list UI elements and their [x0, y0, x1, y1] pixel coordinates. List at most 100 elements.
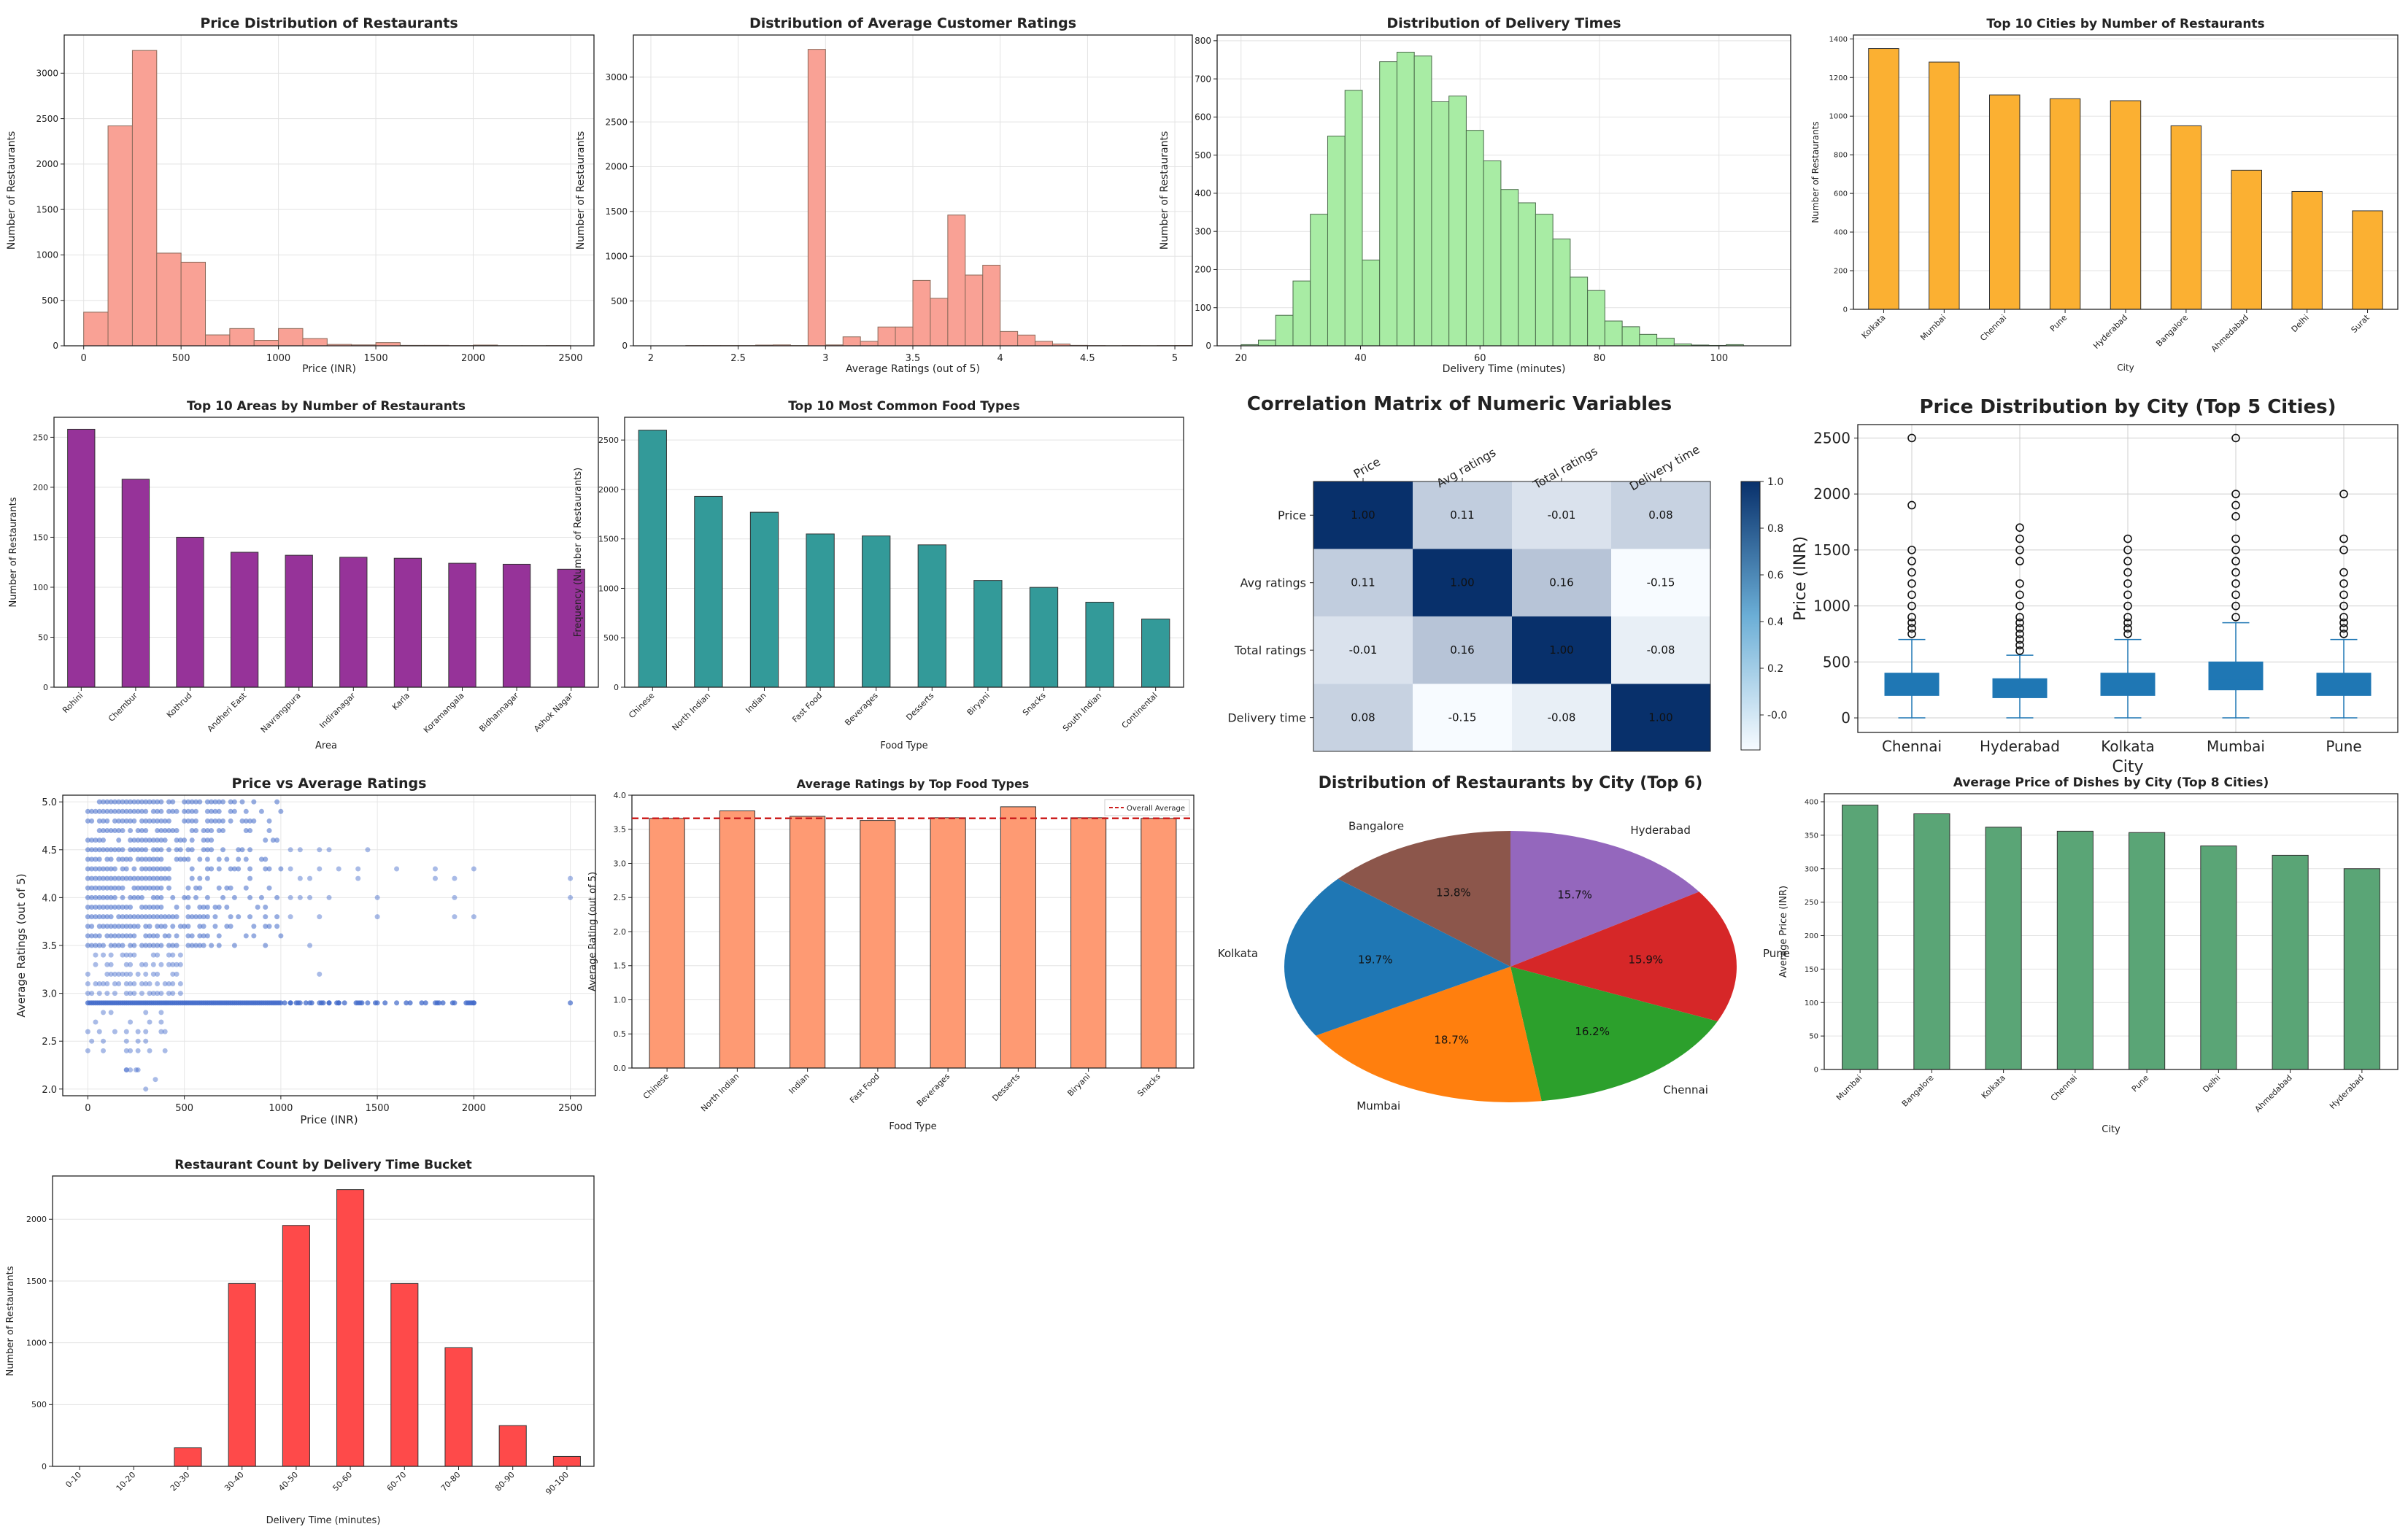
scatter-point [258, 808, 264, 814]
y-tick-label: 0.0 [614, 1064, 627, 1073]
delivery_buckets-chart: 0-10 10-20 20-30 30-40 40-50 50-60 60-70 70-80 8… [5, 1158, 595, 1526]
colorbar-tick-label: -0.0 [1767, 710, 1787, 721]
scatter-point [158, 837, 164, 843]
scatter-point [85, 847, 90, 853]
bar [1029, 587, 1059, 688]
scatter-point [147, 933, 153, 939]
outlier-point [1907, 433, 1916, 443]
scatter-point [216, 818, 222, 824]
scatter-point [147, 875, 153, 881]
scatter-point [258, 894, 264, 900]
pie-slice [1510, 967, 1718, 1102]
x-tick-label: Bangalore [1900, 1073, 1936, 1109]
scatter-point [341, 1000, 347, 1006]
scatter-point [85, 894, 90, 900]
x-tick-label: Delhi [2201, 1073, 2222, 1094]
scatter-point [166, 991, 171, 997]
scatter-point [112, 885, 117, 891]
scatter-point [166, 818, 171, 824]
scatter-point [228, 808, 234, 814]
bar [1842, 805, 1879, 1070]
histogram-bar [1327, 136, 1346, 347]
bar [1085, 601, 1114, 688]
heatmap-cell [1413, 684, 1512, 751]
top_cities-chart: Kolkata Mumbai Chennai Pune Hyderabad Bangalo… [1810, 17, 2399, 373]
histogram-bar [1535, 214, 1554, 347]
y-tick-label: 2500 [605, 117, 628, 127]
scatter-point [96, 808, 102, 814]
scatter-point [166, 847, 171, 853]
scatter-point [96, 991, 102, 997]
scatter-point [120, 971, 126, 977]
x-tick-label: Surat [2350, 312, 2372, 335]
scatter-point [93, 933, 99, 939]
scatter-point [116, 971, 122, 977]
scatter-point [96, 856, 102, 862]
x-tick-label: 3 [822, 353, 828, 364]
bar [862, 535, 891, 688]
scatter-point [189, 914, 195, 920]
heatmap-cell [1313, 684, 1413, 751]
scatter-point [166, 885, 171, 891]
scatter-point [201, 828, 207, 834]
scatter-point [266, 828, 272, 834]
outlier-point [1907, 579, 1916, 588]
scatter-point [128, 991, 134, 997]
scatter-point [177, 856, 183, 862]
scatter-point [166, 875, 171, 881]
x-tick-label: 2000 [462, 1103, 486, 1114]
bar [230, 552, 259, 688]
heatmap-cell [1512, 549, 1611, 616]
scatter-point [135, 1038, 141, 1044]
x-axis-label: Price (INR) [302, 363, 356, 375]
x-tick-label: Indiranagar [317, 691, 357, 730]
scatter-point [182, 808, 188, 814]
scatter-point [307, 875, 313, 881]
x-tick-label: 0 [85, 1103, 90, 1114]
x-tick-label: 0-10 [63, 1470, 83, 1490]
y-tick-label: 100 [1805, 999, 1818, 1007]
x-tick-label: Chennai [1882, 738, 1942, 755]
x-tick-label: South Indian [1061, 691, 1103, 733]
y-tick-label: 5.0 [42, 797, 57, 808]
pie-category-label: Kolkata [1218, 947, 1258, 960]
scatter-point [177, 952, 183, 958]
scatter-point [147, 991, 153, 997]
scatter-point [197, 856, 203, 862]
histogram-bar [1604, 320, 1623, 347]
y-axis-label: Price (INR) [1791, 536, 1810, 621]
scatter-point [174, 914, 180, 920]
bar [1985, 827, 2022, 1070]
scatter-point [116, 905, 122, 910]
scatter-point [93, 856, 99, 862]
scatter-point [216, 943, 222, 948]
scatter-point [139, 847, 144, 853]
histogram-bar [1656, 338, 1675, 347]
scatter-point [128, 962, 134, 967]
scatter-point [228, 914, 234, 920]
scatter-point [204, 828, 210, 834]
bar [444, 1347, 473, 1467]
y-axis-label: Average Rating (out of 5) [587, 872, 598, 991]
scatter-point [247, 847, 253, 853]
scatter-point [170, 980, 176, 986]
x-tick-label: 80 [1594, 353, 1606, 364]
scatter-point [266, 924, 272, 929]
y-tick-label: 800 [1195, 36, 1211, 46]
chart-title: Top 10 Areas by Number of Restaurants [187, 399, 466, 414]
scatter-point [197, 799, 203, 805]
axes-frame [1216, 34, 1791, 347]
scatter-point [193, 799, 198, 805]
y-tick-label: 0 [1841, 709, 1851, 727]
scatter-point [128, 799, 134, 805]
x-tick-label: 1000 [269, 1103, 293, 1114]
pie-category-label: Bangalore [1348, 820, 1404, 833]
scatter-point [228, 885, 234, 891]
scatter-point [108, 1010, 114, 1015]
scatter-point [147, 866, 153, 872]
scatter-point [104, 962, 110, 967]
scatter-point [231, 799, 237, 805]
x-tick-label: 90-100 [544, 1470, 571, 1497]
bar [1913, 813, 1950, 1070]
scatter-point [139, 894, 144, 900]
